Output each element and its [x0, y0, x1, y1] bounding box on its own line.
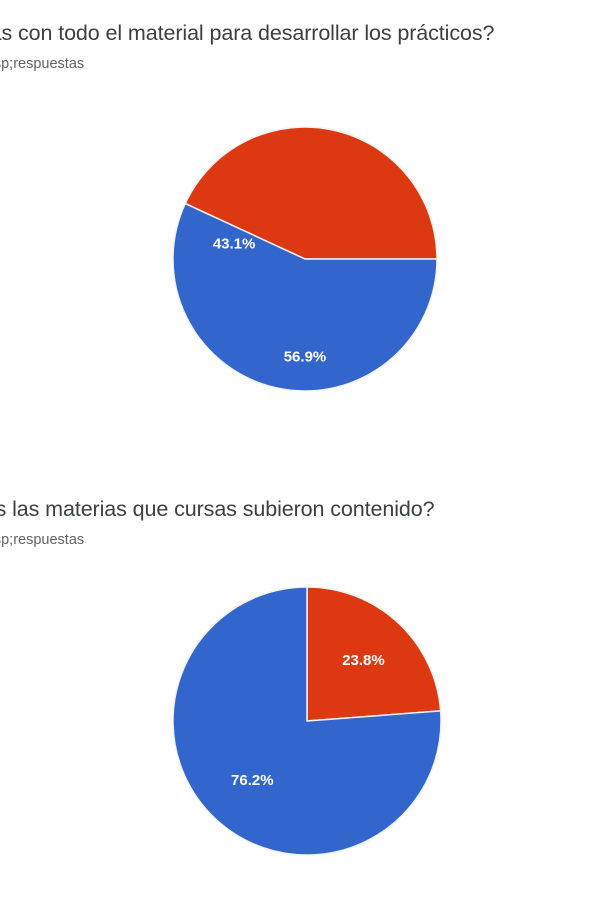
pie-chart-2[interactable]: 23.8% 76.2% — [172, 586, 442, 856]
pie-slice-Sí[interactable] — [172, 202, 438, 392]
chart-area-2: 23.8% 76.2% — [0, 550, 600, 860]
question-title-2: odas las materias que cursas subieron co… — [0, 497, 435, 521]
response-count-2: 6&nbsp;respuestas — [0, 532, 85, 548]
pie-chart-2-svg: 23.8% 76.2% — [172, 586, 442, 856]
pie-chart-2-slice-label-blue: 76.2% — [231, 772, 274, 789]
pie-chart-1-slices — [172, 126, 438, 392]
pie-chart-1-slice-label-blue: 56.9% — [284, 349, 327, 366]
question-block-2: odas las materias que cursas subieron co… — [0, 480, 600, 860]
pie-slice-No[interactable] — [306, 586, 442, 722]
pie-chart-2-slice-label-red: 23.8% — [342, 652, 385, 669]
pie-chart-1-svg: 43.1% 56.9% — [172, 126, 438, 392]
pie-chart-1-slice-label-red: 43.1% — [213, 235, 256, 252]
pie-chart-2-slices — [172, 586, 442, 856]
pie-slice-Sí[interactable] — [172, 586, 442, 856]
question-title-1: ontás con todo el material para desarrol… — [0, 21, 495, 45]
chart-area-1: 43.1% 56.9% — [0, 74, 600, 404]
pie-chart-1[interactable]: 43.1% 56.9% — [172, 126, 438, 392]
pie-slice-No[interactable] — [184, 126, 438, 260]
question-block-1: ontás con todo el material para desarrol… — [0, 0, 600, 404]
response-count-1: 6&nbsp;respuestas — [0, 56, 85, 72]
